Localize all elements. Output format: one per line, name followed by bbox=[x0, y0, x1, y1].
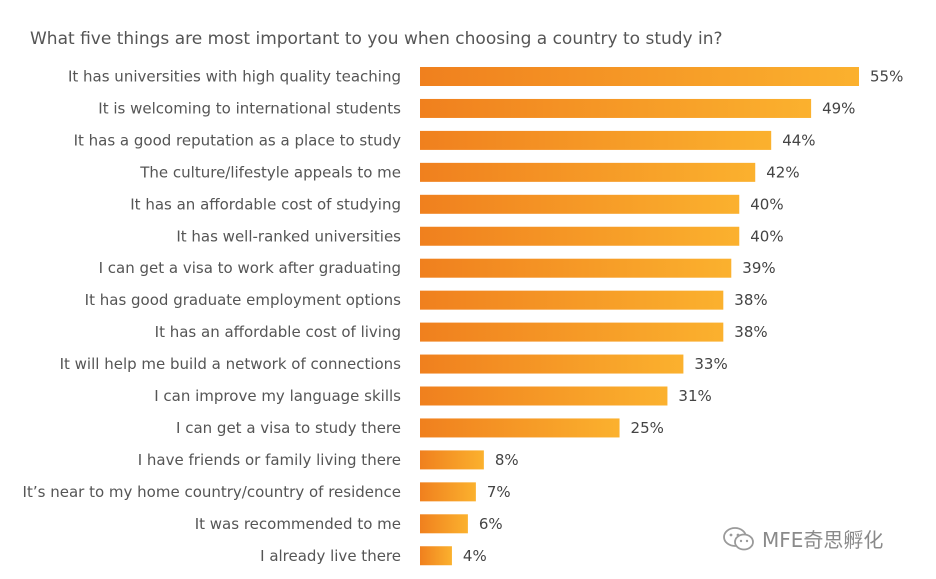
category-label: I already live there bbox=[260, 547, 401, 565]
category-label: It will help me build a network of conne… bbox=[60, 355, 402, 373]
category-label: It has universities with high quality te… bbox=[68, 68, 401, 86]
bar bbox=[420, 226, 740, 246]
value-label: 44% bbox=[782, 131, 815, 149]
bar bbox=[420, 514, 468, 534]
bar bbox=[420, 546, 452, 566]
watermark-text: MFE奇思孵化 bbox=[762, 528, 884, 552]
bar bbox=[420, 67, 859, 86]
category-label: It has an affordable cost of living bbox=[155, 323, 401, 341]
bar bbox=[420, 450, 484, 470]
category-label: It’s near to my home country/country of … bbox=[23, 483, 401, 501]
value-label: 40% bbox=[750, 227, 783, 245]
value-label: 38% bbox=[734, 291, 767, 309]
value-label: 31% bbox=[678, 387, 711, 405]
bar bbox=[420, 130, 772, 150]
bar bbox=[420, 418, 620, 438]
value-label: 7% bbox=[487, 483, 511, 501]
category-label: It has a good reputation as a place to s… bbox=[74, 131, 402, 149]
value-label: 40% bbox=[750, 195, 783, 213]
value-label: 39% bbox=[742, 259, 775, 277]
wechat-icon bbox=[723, 526, 754, 550]
category-label: I can get a visa to study there bbox=[176, 419, 401, 437]
bar bbox=[420, 322, 724, 342]
bar bbox=[420, 162, 756, 182]
bar bbox=[420, 290, 724, 310]
value-label: 6% bbox=[479, 515, 503, 533]
value-label: 38% bbox=[734, 323, 767, 341]
category-label: It has good graduate employment options bbox=[85, 291, 402, 309]
bar bbox=[420, 354, 684, 374]
value-label: 8% bbox=[495, 451, 519, 469]
bar bbox=[420, 386, 668, 406]
value-label: 33% bbox=[694, 355, 727, 373]
value-label: 55% bbox=[870, 68, 903, 86]
watermark: MFE奇思孵化 bbox=[722, 524, 883, 553]
category-label: I can get a visa to work after graduatin… bbox=[99, 259, 401, 277]
value-label: 49% bbox=[822, 99, 855, 117]
bar bbox=[420, 194, 740, 214]
category-label: It is welcoming to international student… bbox=[98, 99, 401, 117]
category-label: It was recommended to me bbox=[195, 515, 401, 533]
category-label: The culture/lifestyle appeals to me bbox=[139, 163, 401, 181]
value-label: 4% bbox=[463, 547, 487, 565]
value-label: 42% bbox=[766, 163, 799, 181]
value-label: 25% bbox=[631, 419, 664, 437]
bar bbox=[420, 98, 812, 118]
category-label: I have friends or family living there bbox=[138, 451, 401, 469]
category-label: It has well-ranked universities bbox=[176, 227, 401, 245]
category-label: I can improve my language skills bbox=[154, 387, 401, 405]
bar-series: It has universities with high quality te… bbox=[23, 67, 903, 566]
category-label: It has an affordable cost of studying bbox=[130, 195, 401, 213]
bar bbox=[420, 482, 476, 502]
bar bbox=[420, 258, 732, 278]
chart-title: What five things are most important to y… bbox=[30, 29, 723, 49]
